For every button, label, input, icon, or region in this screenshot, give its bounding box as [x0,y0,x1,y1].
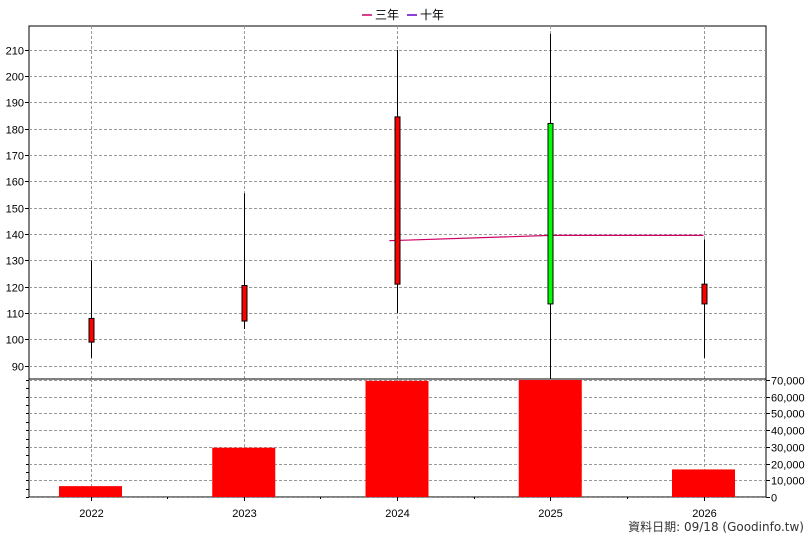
volume-tick-label: 70,000 [771,376,805,388]
x-tick-label: 2022 [79,508,103,520]
volume-tick-label: 50,000 [771,409,805,421]
volume-tick-label: 30,000 [771,443,805,455]
price-tick-label: 200 [6,72,24,84]
volume-tick-label: 10,000 [771,476,805,488]
volume-bar [672,469,735,497]
volume-tick-label: 40,000 [771,426,805,438]
price-grid [29,26,766,379]
volume-bar [59,486,122,497]
x-tick-label: 2023 [232,508,256,520]
candles [88,33,708,379]
volume-bar [212,447,276,497]
price-tick-label: 90 [12,362,24,374]
price-tick-label: 210 [6,46,24,58]
price-panel: 90 100 110 120 130 140 150 160 170 180 190 200 210 [6,25,767,380]
candle-body [701,283,708,305]
volume-tick-label: 20,000 [771,460,805,472]
footer-date-source: 資料日期: 09/18 (Goodinfo.tw) [628,520,804,534]
price-tick-label: 110 [6,309,24,321]
x-tick-label: 2025 [538,508,562,520]
price-axis-ticks: 90 100 110 120 130 140 150 160 170 180 190 200 210 [6,46,29,374]
price-tick-label: 100 [6,335,24,347]
volume-tick-label: 60,000 [771,393,805,405]
volume-axis-ticks: 0 10,000 20,000 30,000 40,000 50,000 60,000 70,… [26,376,805,505]
price-tick-label: 140 [6,230,24,242]
legend-label-three-year: 三年 [375,8,399,22]
candle-body [394,116,401,285]
price-tick-label: 180 [6,125,24,137]
x-tick-label: 2024 [385,508,409,520]
price-tick-label: 120 [6,283,24,295]
candle-body [88,317,95,343]
volume-bar [518,380,582,497]
volume-bars [59,380,735,497]
x-axis-ticks: 2022 2023 2024 2025 2026 [79,497,717,520]
x-tick-label: 2026 [692,508,716,520]
candle-body [241,284,248,322]
volume-grid [29,379,766,498]
price-tick-label: 150 [6,204,24,216]
price-tick-label: 170 [6,151,24,163]
candle-body [547,122,554,305]
price-tick-label: 160 [6,177,24,189]
legend: 三年 十年 [362,8,444,22]
volume-bar [365,380,429,497]
volume-tick-label: 0 [771,493,777,505]
price-tick-label: 190 [6,98,24,110]
legend-label-ten-year: 十年 [420,8,444,22]
price-tick-label: 130 [6,256,24,268]
volume-panel: 0 10,000 20,000 30,000 40,000 50,000 60,000 70,… [26,376,805,505]
